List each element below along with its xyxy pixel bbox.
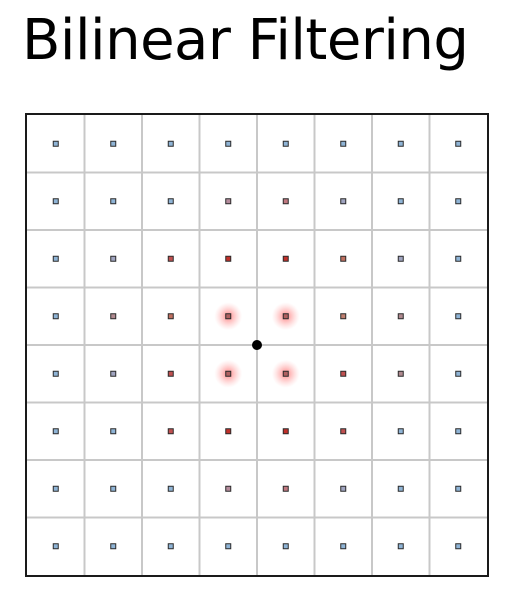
texel-center: [455, 543, 462, 550]
texel-center: [455, 198, 462, 205]
texel-center: [225, 543, 232, 550]
texel-center: [455, 140, 462, 147]
texel-center: [455, 255, 462, 262]
texel-center: [397, 370, 404, 377]
texel-center: [340, 543, 347, 550]
texel-center: [110, 255, 117, 262]
texel-center: [282, 428, 289, 435]
texel-center: [52, 370, 59, 377]
texel-center: [282, 198, 289, 205]
sample-point-layer: [252, 340, 262, 350]
texel-center: [167, 313, 174, 320]
texel-center: [52, 543, 59, 550]
texel-center: [167, 543, 174, 550]
texel-center: [340, 370, 347, 377]
texel-center: [282, 313, 289, 320]
texel-center: [282, 485, 289, 492]
texel-center: [167, 255, 174, 262]
texel-center: [282, 140, 289, 147]
texel-center: [225, 313, 232, 320]
slide-title: Bilinear Filtering: [22, 8, 469, 73]
texel-center: [225, 370, 232, 377]
texel-center: [225, 198, 232, 205]
texel-centers: [52, 140, 462, 550]
texture-grid: [25, 113, 489, 577]
texel-center: [52, 313, 59, 320]
texel-center: [167, 428, 174, 435]
texel-center: [52, 198, 59, 205]
texel-center: [340, 140, 347, 147]
texel-center: [110, 140, 117, 147]
texel-center: [167, 485, 174, 492]
texel-center: [340, 255, 347, 262]
texel-center: [52, 140, 59, 147]
texel-center: [225, 485, 232, 492]
texel-center: [110, 198, 117, 205]
texel-center: [110, 313, 117, 320]
texel-center: [52, 485, 59, 492]
texel-center: [397, 428, 404, 435]
texel-center: [110, 370, 117, 377]
texel-center: [225, 255, 232, 262]
texel-center: [340, 313, 347, 320]
texel-center: [167, 198, 174, 205]
texel-center: [52, 428, 59, 435]
texel-center: [397, 198, 404, 205]
grid-lines: [27, 115, 487, 575]
texel-center: [110, 428, 117, 435]
texel-grid-canvas: [27, 115, 487, 575]
sample-point: [252, 340, 262, 350]
texel-center: [225, 140, 232, 147]
texel-center: [397, 255, 404, 262]
texel-center: [455, 313, 462, 320]
texel-center: [455, 370, 462, 377]
texel-center: [340, 198, 347, 205]
texel-center: [340, 485, 347, 492]
texel-center: [167, 140, 174, 147]
texel-center: [282, 543, 289, 550]
texel-center: [225, 428, 232, 435]
texel-center: [455, 428, 462, 435]
texel-center: [397, 485, 404, 492]
texel-center: [282, 255, 289, 262]
texel-center: [397, 313, 404, 320]
texel-center: [397, 543, 404, 550]
texel-center: [340, 428, 347, 435]
texel-center: [397, 140, 404, 147]
texel-center: [52, 255, 59, 262]
texel-center: [167, 370, 174, 377]
texel-center: [282, 370, 289, 377]
texel-center: [455, 485, 462, 492]
texel-center: [110, 543, 117, 550]
texel-center: [110, 485, 117, 492]
